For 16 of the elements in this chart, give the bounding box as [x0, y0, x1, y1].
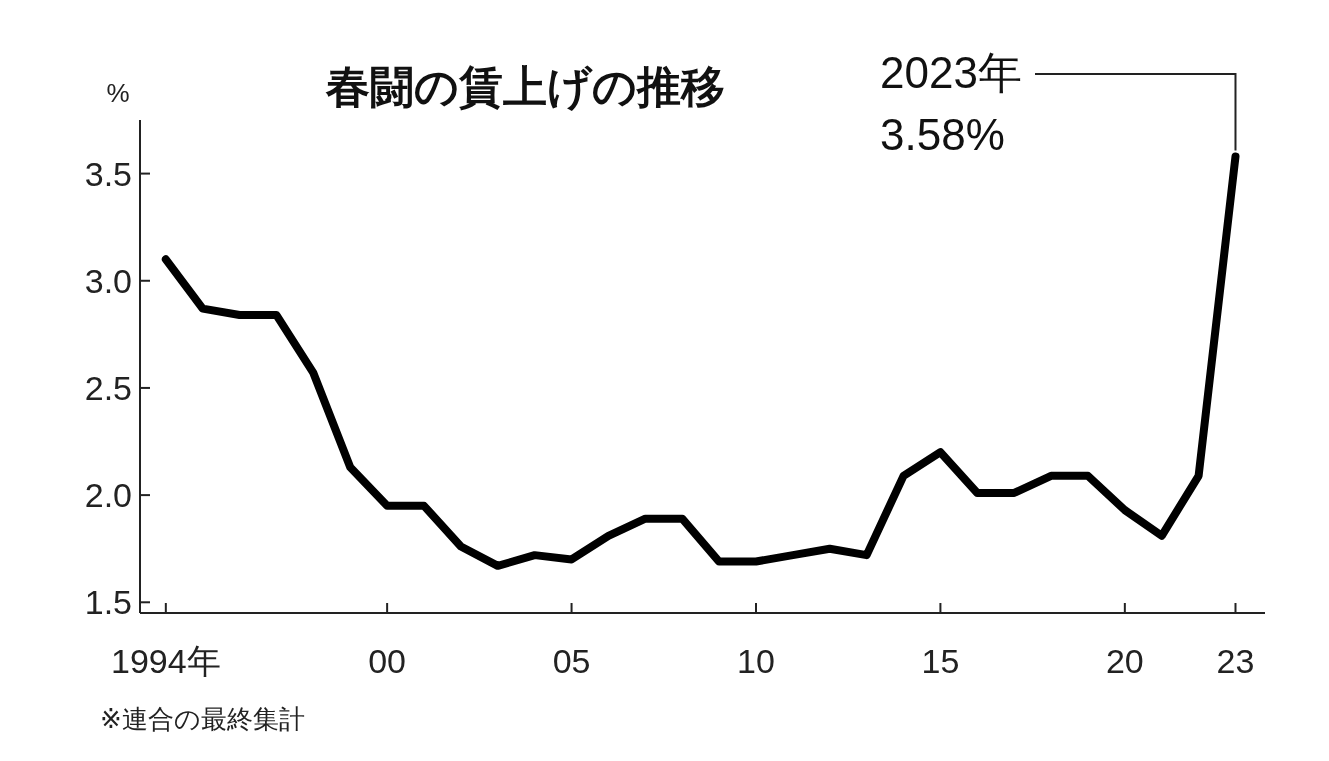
x-tick-label: 1994年 — [111, 642, 221, 680]
y-tick-label: 3.5 — [84, 154, 132, 193]
y-axis-title: % — [106, 78, 130, 108]
text: ※連合の最終集計 — [100, 704, 305, 734]
y-tick-label: 2.5 — [84, 368, 132, 407]
x-tick-label: 15 — [921, 642, 960, 680]
y-tick-label: 3.0 — [84, 261, 132, 300]
x-tick-label: 05 — [552, 642, 591, 680]
y-tick-label: 1.5 — [84, 583, 132, 622]
y-tick-label: 2.0 — [84, 476, 132, 515]
x-tick-label: 00 — [368, 642, 407, 680]
x-tick-label: 10 — [737, 642, 775, 680]
annotation: 2023年 3.58% — [880, 48, 1022, 159]
x-tick-label: 20 — [1105, 642, 1144, 680]
chart-title: 春闘の賃上げの推移 — [324, 62, 725, 111]
x-tick-label: 23 — [1216, 642, 1255, 680]
